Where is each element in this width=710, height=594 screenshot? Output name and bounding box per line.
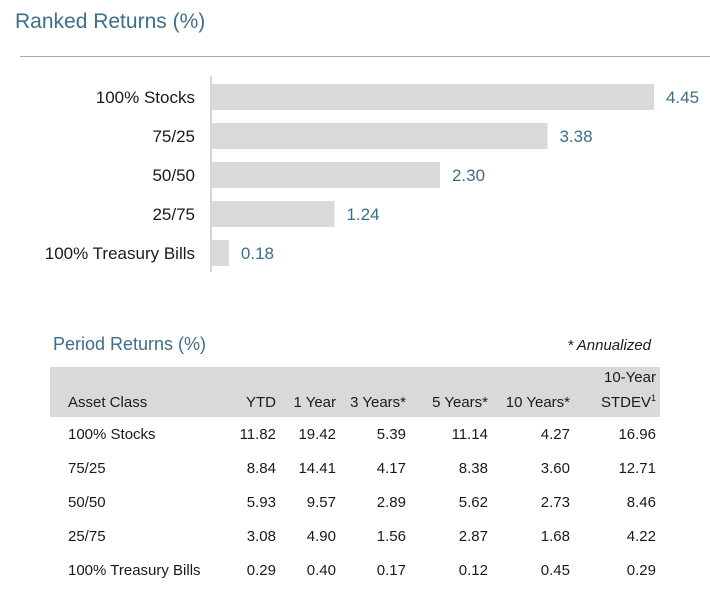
ranked-returns-bar-chart: 100% Stocks 4.45 75/25 3.38 50/50 2.30 25/75 1.… (45, 76, 699, 272)
stdev-footnote: 1 (650, 393, 656, 403)
category-label: 25/75 (152, 205, 195, 224)
col-3-years: 3 Years* (340, 367, 410, 417)
title-divider (20, 56, 710, 57)
value-cell: 5.93 (246, 493, 276, 511)
table-row: 75/25 8.84 14.41 4.17 8.38 3.60 12.71 (50, 451, 660, 485)
value-cell: 8.38 (458, 459, 488, 477)
stdev-line2: STDEV (600, 394, 651, 411)
value-label: 0.18 (241, 244, 274, 263)
asset-class-cell: 100% Treasury Bills (68, 561, 201, 579)
value-cell: 11.82 (239, 425, 276, 443)
table-header-row: Asset Class YTD 1 Year 3 Years* 5 Years*… (50, 367, 660, 417)
col-10-year-stdev: 10-Year STDEV1 (574, 367, 660, 417)
value-cell: 4.22 (626, 527, 656, 545)
category-label: 75/25 (152, 127, 195, 146)
col-ytd: YTD (222, 367, 280, 417)
annualized-note: * Annualized (567, 337, 651, 354)
value-cell: 5.39 (376, 425, 406, 443)
value-cell: 4.27 (540, 425, 570, 443)
value-cell: 11.14 (451, 425, 488, 443)
value-cell: 5.62 (458, 493, 488, 511)
category-label: 100% Stocks (96, 88, 195, 107)
bar (211, 240, 229, 266)
bar (211, 162, 440, 188)
value-cell: 0.29 (246, 561, 276, 579)
value-cell: 8.46 (626, 493, 656, 511)
value-cell: 2.89 (376, 493, 406, 511)
value-cell: 2.73 (540, 493, 570, 511)
asset-class-cell: 75/25 (68, 459, 106, 477)
chart-title: Ranked Returns (%) (15, 10, 206, 33)
col-1-year: 1 Year (280, 367, 340, 417)
col-10-years: 10 Years* (492, 367, 574, 417)
value-cell: 1.68 (540, 527, 570, 545)
value-cell: 0.40 (306, 561, 336, 579)
table-row: 25/75 3.08 4.90 1.56 2.87 1.68 4.22 (50, 519, 660, 553)
value-cell: 3.08 (246, 527, 276, 545)
value-cell: 0.45 (540, 561, 570, 579)
value-cell: 9.57 (306, 493, 336, 511)
table-row: 50/50 5.93 9.57 2.89 5.62 2.73 8.46 (50, 485, 660, 519)
value-cell: 0.17 (376, 561, 406, 579)
period-returns-title: Period Returns (%) (53, 334, 207, 354)
value-cell: 4.17 (376, 459, 406, 477)
period-returns-table: Asset Class YTD 1 Year 3 Years* 5 Years*… (50, 367, 660, 587)
value-cell: 14.41 (298, 459, 336, 477)
value-cell: 4.90 (306, 527, 336, 545)
value-label: 1.24 (346, 205, 379, 224)
col-5-years: 5 Years* (410, 367, 492, 417)
bar (211, 123, 548, 149)
value-cell: 0.29 (626, 561, 656, 579)
value-cell: 12.71 (618, 459, 656, 477)
value-cell: 0.12 (458, 561, 488, 579)
table-row: 100% Stocks 11.82 19.42 5.39 11.14 4.27 16.96 (50, 417, 660, 451)
asset-class-cell: 25/75 (68, 527, 106, 545)
category-label: 100% Treasury Bills (45, 244, 195, 263)
asset-class-cell: 100% Stocks (68, 425, 156, 443)
value-cell: 19.42 (298, 425, 336, 443)
value-label: 2.30 (452, 166, 485, 185)
value-cell: 8.84 (246, 459, 276, 477)
value-cell: 2.87 (458, 527, 488, 545)
value-cell: 1.56 (376, 527, 406, 545)
value-label: 4.45 (666, 88, 699, 107)
value-cell: 16.96 (618, 425, 656, 443)
col-asset-class: Asset Class (50, 367, 222, 417)
value-label: 3.38 (559, 127, 592, 146)
bar (211, 201, 335, 227)
value-cell: 3.60 (540, 459, 570, 477)
stdev-line1: 10-Year (604, 369, 656, 386)
asset-class-cell: 50/50 (68, 493, 106, 511)
table-row: 100% Treasury Bills 0.29 0.40 0.17 0.12 0.45 0… (50, 553, 660, 587)
category-label: 50/50 (152, 166, 195, 185)
bar (211, 84, 654, 110)
